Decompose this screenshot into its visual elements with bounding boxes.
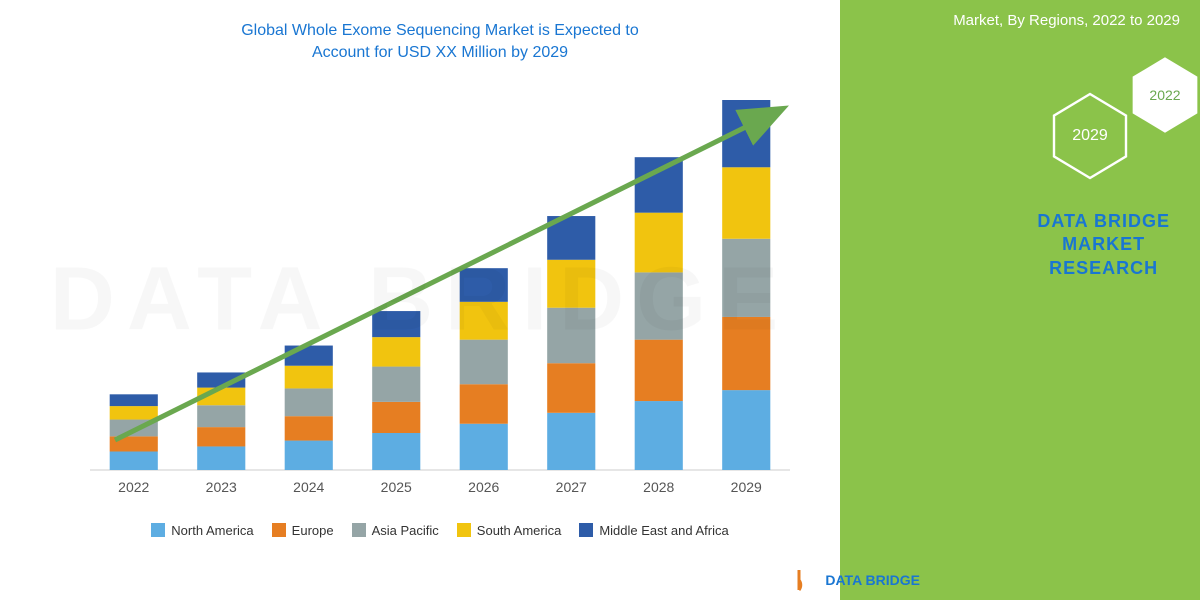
- legend-swatch: [457, 523, 471, 537]
- bottom-logo-text: DATA BRIDGE: [825, 572, 920, 588]
- legend-label: North America: [171, 523, 253, 538]
- bar-segment: [722, 167, 770, 238]
- bar-segment: [635, 339, 683, 400]
- bar-segment: [197, 405, 245, 427]
- bar-segment: [547, 363, 595, 413]
- x-axis-label: 2028: [643, 479, 674, 495]
- brand-text: DATA BRIDGE MARKET RESEARCH: [1037, 210, 1170, 280]
- bar-segment: [110, 394, 158, 406]
- brand-line2: MARKET: [1062, 234, 1145, 254]
- legend-item: South America: [457, 523, 562, 538]
- chart-title-line1: Global Whole Exome Sequencing Market is …: [241, 22, 639, 39]
- chart-title: Global Whole Exome Sequencing Market is …: [60, 20, 820, 65]
- bar-segment: [110, 451, 158, 470]
- bar-segment: [110, 406, 158, 419]
- bar-segment: [635, 401, 683, 470]
- right-panel: Market, By Regions, 2022 to 2029 2029 20…: [840, 0, 1200, 600]
- right-panel-title: Market, By Regions, 2022 to 2029: [860, 10, 1180, 31]
- x-axis-label: 2023: [206, 479, 237, 495]
- bar-segment: [460, 384, 508, 424]
- legend-item: North America: [151, 523, 253, 538]
- bar-segment: [285, 345, 333, 365]
- legend-item: Europe: [272, 523, 334, 538]
- legend-swatch: [579, 523, 593, 537]
- bar-segment: [547, 307, 595, 363]
- x-axis-label: 2025: [381, 479, 412, 495]
- bar-segment: [547, 413, 595, 470]
- legend-swatch: [352, 523, 366, 537]
- bottom-logo: DATA BRIDGE: [793, 568, 920, 592]
- logo-icon: [793, 568, 817, 592]
- bar-segment: [635, 157, 683, 213]
- bar-segment: [722, 239, 770, 317]
- chart-legend: North America Europe Asia Pacific South Ame…: [60, 523, 820, 538]
- hexagon-2022: 2022: [1130, 55, 1200, 135]
- bar-segment: [372, 433, 420, 470]
- bar-segment: [372, 402, 420, 433]
- x-axis-label: 2029: [731, 479, 762, 495]
- legend-label: Middle East and Africa: [599, 523, 728, 538]
- stacked-bar-chart: 2022 2023 2024 2025 2026 2027 2028 2029: [60, 80, 820, 510]
- bar-segment: [635, 272, 683, 339]
- legend-label: South America: [477, 523, 562, 538]
- bar-segment: [460, 424, 508, 470]
- bar-segment: [460, 268, 508, 302]
- bar-segment: [372, 366, 420, 401]
- bar-segment: [285, 440, 333, 469]
- bar-segment: [460, 302, 508, 340]
- chart-area: DATA BRIDGE Global Whole Exome Sequencin…: [0, 0, 840, 600]
- legend-swatch: [151, 523, 165, 537]
- hexagon-2029: 2029: [1050, 90, 1130, 182]
- chart-title-line2: Account for USD XX Million by 2029: [312, 44, 568, 61]
- legend-label: Asia Pacific: [372, 523, 439, 538]
- bar-segment: [285, 366, 333, 389]
- x-axis-label: 2022: [118, 479, 149, 495]
- legend-item: Middle East and Africa: [579, 523, 728, 538]
- bar-segment: [460, 339, 508, 384]
- bar-segment: [285, 416, 333, 440]
- brand-line3: RESEARCH: [1049, 258, 1158, 278]
- x-axis-label: 2027: [556, 479, 587, 495]
- brand-line1: DATA BRIDGE: [1037, 211, 1170, 231]
- bar-segment: [372, 311, 420, 337]
- bar-segment: [722, 317, 770, 390]
- bar-segment: [372, 337, 420, 366]
- legend-label: Europe: [292, 523, 334, 538]
- bar-segment: [285, 388, 333, 416]
- main-container: DATA BRIDGE Global Whole Exome Sequencin…: [0, 0, 1200, 600]
- bar-segment: [635, 212, 683, 272]
- bar-segment: [547, 260, 595, 308]
- legend-item: Asia Pacific: [352, 523, 439, 538]
- bar-segment: [197, 446, 245, 470]
- bar-segment: [722, 390, 770, 470]
- x-axis-label: 2026: [468, 479, 499, 495]
- hexagon-2022-label: 2022: [1149, 87, 1180, 103]
- hexagon-2029-label: 2029: [1072, 127, 1108, 145]
- legend-swatch: [272, 523, 286, 537]
- bar-segment: [197, 427, 245, 446]
- x-axis-label: 2024: [293, 479, 324, 495]
